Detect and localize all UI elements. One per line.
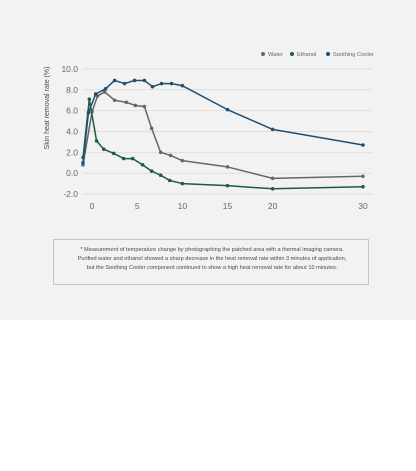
data-point [361, 184, 365, 189]
series-soothing-cooler [81, 78, 365, 165]
series-lines [81, 78, 365, 191]
y-tick-label: 0.0 [66, 168, 78, 178]
data-point [168, 153, 173, 158]
data-point [150, 84, 155, 89]
data-point [158, 173, 163, 178]
x-tick-label: 20 [268, 201, 278, 211]
x-tick-label: 30 [358, 201, 368, 211]
note-line-3: but the Soothing Cooler component contin… [86, 265, 338, 271]
y-tick-label: 4.0 [66, 127, 78, 137]
data-point [180, 83, 185, 88]
data-point [132, 78, 137, 83]
data-point [270, 176, 275, 181]
legend-marker [290, 52, 294, 56]
data-point [158, 150, 163, 155]
x-tick-label: 0 [90, 201, 95, 211]
line-chart: Water Ethanol Soothing Cooler 10.0 8.0 6.0 4.… [44, 52, 374, 211]
series-line [82, 91, 364, 180]
data-point [93, 92, 98, 96]
data-point [112, 98, 117, 103]
data-point [270, 186, 275, 191]
data-point [122, 81, 127, 86]
legend-label: Water [268, 52, 283, 58]
x-axis-ticks: 0 5 10 15 20 30 [90, 201, 368, 211]
data-point [130, 156, 135, 161]
data-point [270, 127, 275, 132]
note-line-1: * Measurement of temperature change by p… [80, 247, 344, 253]
data-point [142, 104, 147, 109]
series-ethanol [81, 97, 365, 191]
data-point [361, 174, 365, 179]
legend-marker [261, 52, 265, 56]
data-point [124, 100, 129, 105]
data-point [142, 78, 147, 83]
data-point [159, 81, 164, 86]
data-point [87, 97, 92, 102]
y-tick-label: 6.0 [66, 106, 78, 116]
data-point [225, 183, 230, 188]
y-tick-label: 10.0 [61, 64, 78, 74]
data-point [361, 143, 365, 147]
y-tick-label: 2.0 [66, 147, 78, 157]
legend-item: Ethanol [290, 52, 316, 58]
data-point [112, 78, 117, 83]
data-point [180, 181, 185, 186]
data-point [169, 81, 174, 86]
legend-marker [326, 52, 330, 56]
data-point [94, 139, 99, 143]
legend-label: Soothing Cooler [333, 52, 374, 58]
data-point [140, 162, 145, 167]
x-tick-label: 10 [178, 201, 188, 211]
chart-area: Water Ethanol Soothing Cooler 10.0 8.0 6.0 4.… [0, 0, 416, 230]
data-point [101, 147, 106, 152]
legend-item: Soothing Cooler [326, 52, 374, 58]
data-point [167, 178, 172, 183]
data-point [133, 103, 138, 108]
legend-item: Water [261, 52, 283, 58]
series-line [82, 98, 364, 190]
grid-lines [83, 68, 372, 195]
data-point [103, 86, 108, 91]
series-line [82, 79, 364, 164]
data-point [86, 110, 91, 115]
x-tick-label: 5 [135, 201, 140, 211]
data-point [225, 107, 230, 112]
data-point [149, 126, 154, 131]
data-point [149, 169, 154, 173]
data-point [102, 90, 107, 94]
y-axis-ticks: 10.0 8.0 6.0 4.0 2.0 0.0 -2.0 [61, 64, 78, 199]
y-axis-label: Skin heat removal rate (%) [44, 67, 51, 150]
y-tick-label: -2.0 [63, 189, 78, 199]
data-point [121, 156, 126, 161]
x-tick-label: 15 [223, 201, 233, 211]
note-line-2: Purified water and ethanol showed a shar… [77, 256, 347, 262]
legend-label: Ethanol [297, 52, 316, 58]
data-point [81, 160, 85, 165]
series-water [81, 90, 365, 181]
content-panel: Water Ethanol Soothing Cooler 10.0 8.0 6.0 4.… [0, 0, 416, 320]
data-point [180, 158, 185, 163]
data-point [225, 165, 230, 169]
measurement-note: * Measurement of temperature change by p… [53, 239, 369, 285]
data-point [111, 151, 116, 156]
legend: Water Ethanol Soothing Cooler [261, 52, 374, 58]
y-tick-label: 8.0 [66, 85, 78, 95]
